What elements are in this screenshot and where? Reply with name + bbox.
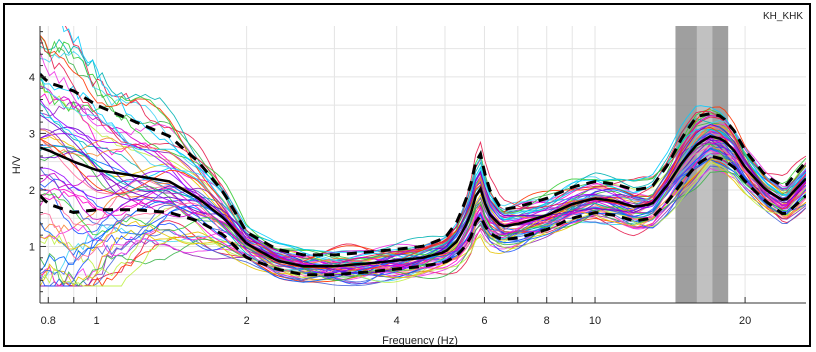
peak-band-inner <box>696 26 713 303</box>
x-axis-title: Frequency (Hz) <box>382 335 458 347</box>
upper-std-curve <box>40 73 806 257</box>
x-tick-label: 1 <box>94 315 100 327</box>
x-tick-label: 8 <box>544 315 550 327</box>
y-tick-label: 2 <box>29 185 35 197</box>
x-tick-label: 2 <box>244 315 250 327</box>
window-curve <box>40 148 806 287</box>
x-tick-label: 20 <box>739 315 751 327</box>
window-curve <box>40 38 806 264</box>
y-tick-label: 3 <box>29 128 35 140</box>
y-axis-title: H/V <box>11 155 23 174</box>
statistics-curves <box>40 73 806 277</box>
window-curve <box>40 153 806 282</box>
axes: 0.8 1 2 4 6 8 10 20 1 2 3 4 <box>29 26 806 327</box>
x-tick-label: 0.8 <box>41 315 56 327</box>
window-curve <box>40 114 806 274</box>
x-tick-label: 6 <box>481 315 487 327</box>
x-tick-label: 4 <box>394 315 400 327</box>
window-curve <box>40 171 806 287</box>
window-curve <box>40 36 806 267</box>
window-curve <box>40 158 806 279</box>
window-curve <box>40 144 806 269</box>
station-label: KH_KHK <box>763 11 803 22</box>
x-tick-label: 10 <box>589 315 601 327</box>
window-curve <box>40 145 806 277</box>
window-curve <box>40 35 806 262</box>
window-curve <box>40 143 806 281</box>
y-tick-label: 4 <box>29 72 35 84</box>
lower-std-curve <box>40 154 806 277</box>
mean-curve <box>40 134 806 268</box>
y-tick-label: 1 <box>29 241 35 253</box>
window-curve <box>40 143 806 283</box>
window-curve <box>40 126 806 271</box>
window-curve <box>64 26 806 259</box>
